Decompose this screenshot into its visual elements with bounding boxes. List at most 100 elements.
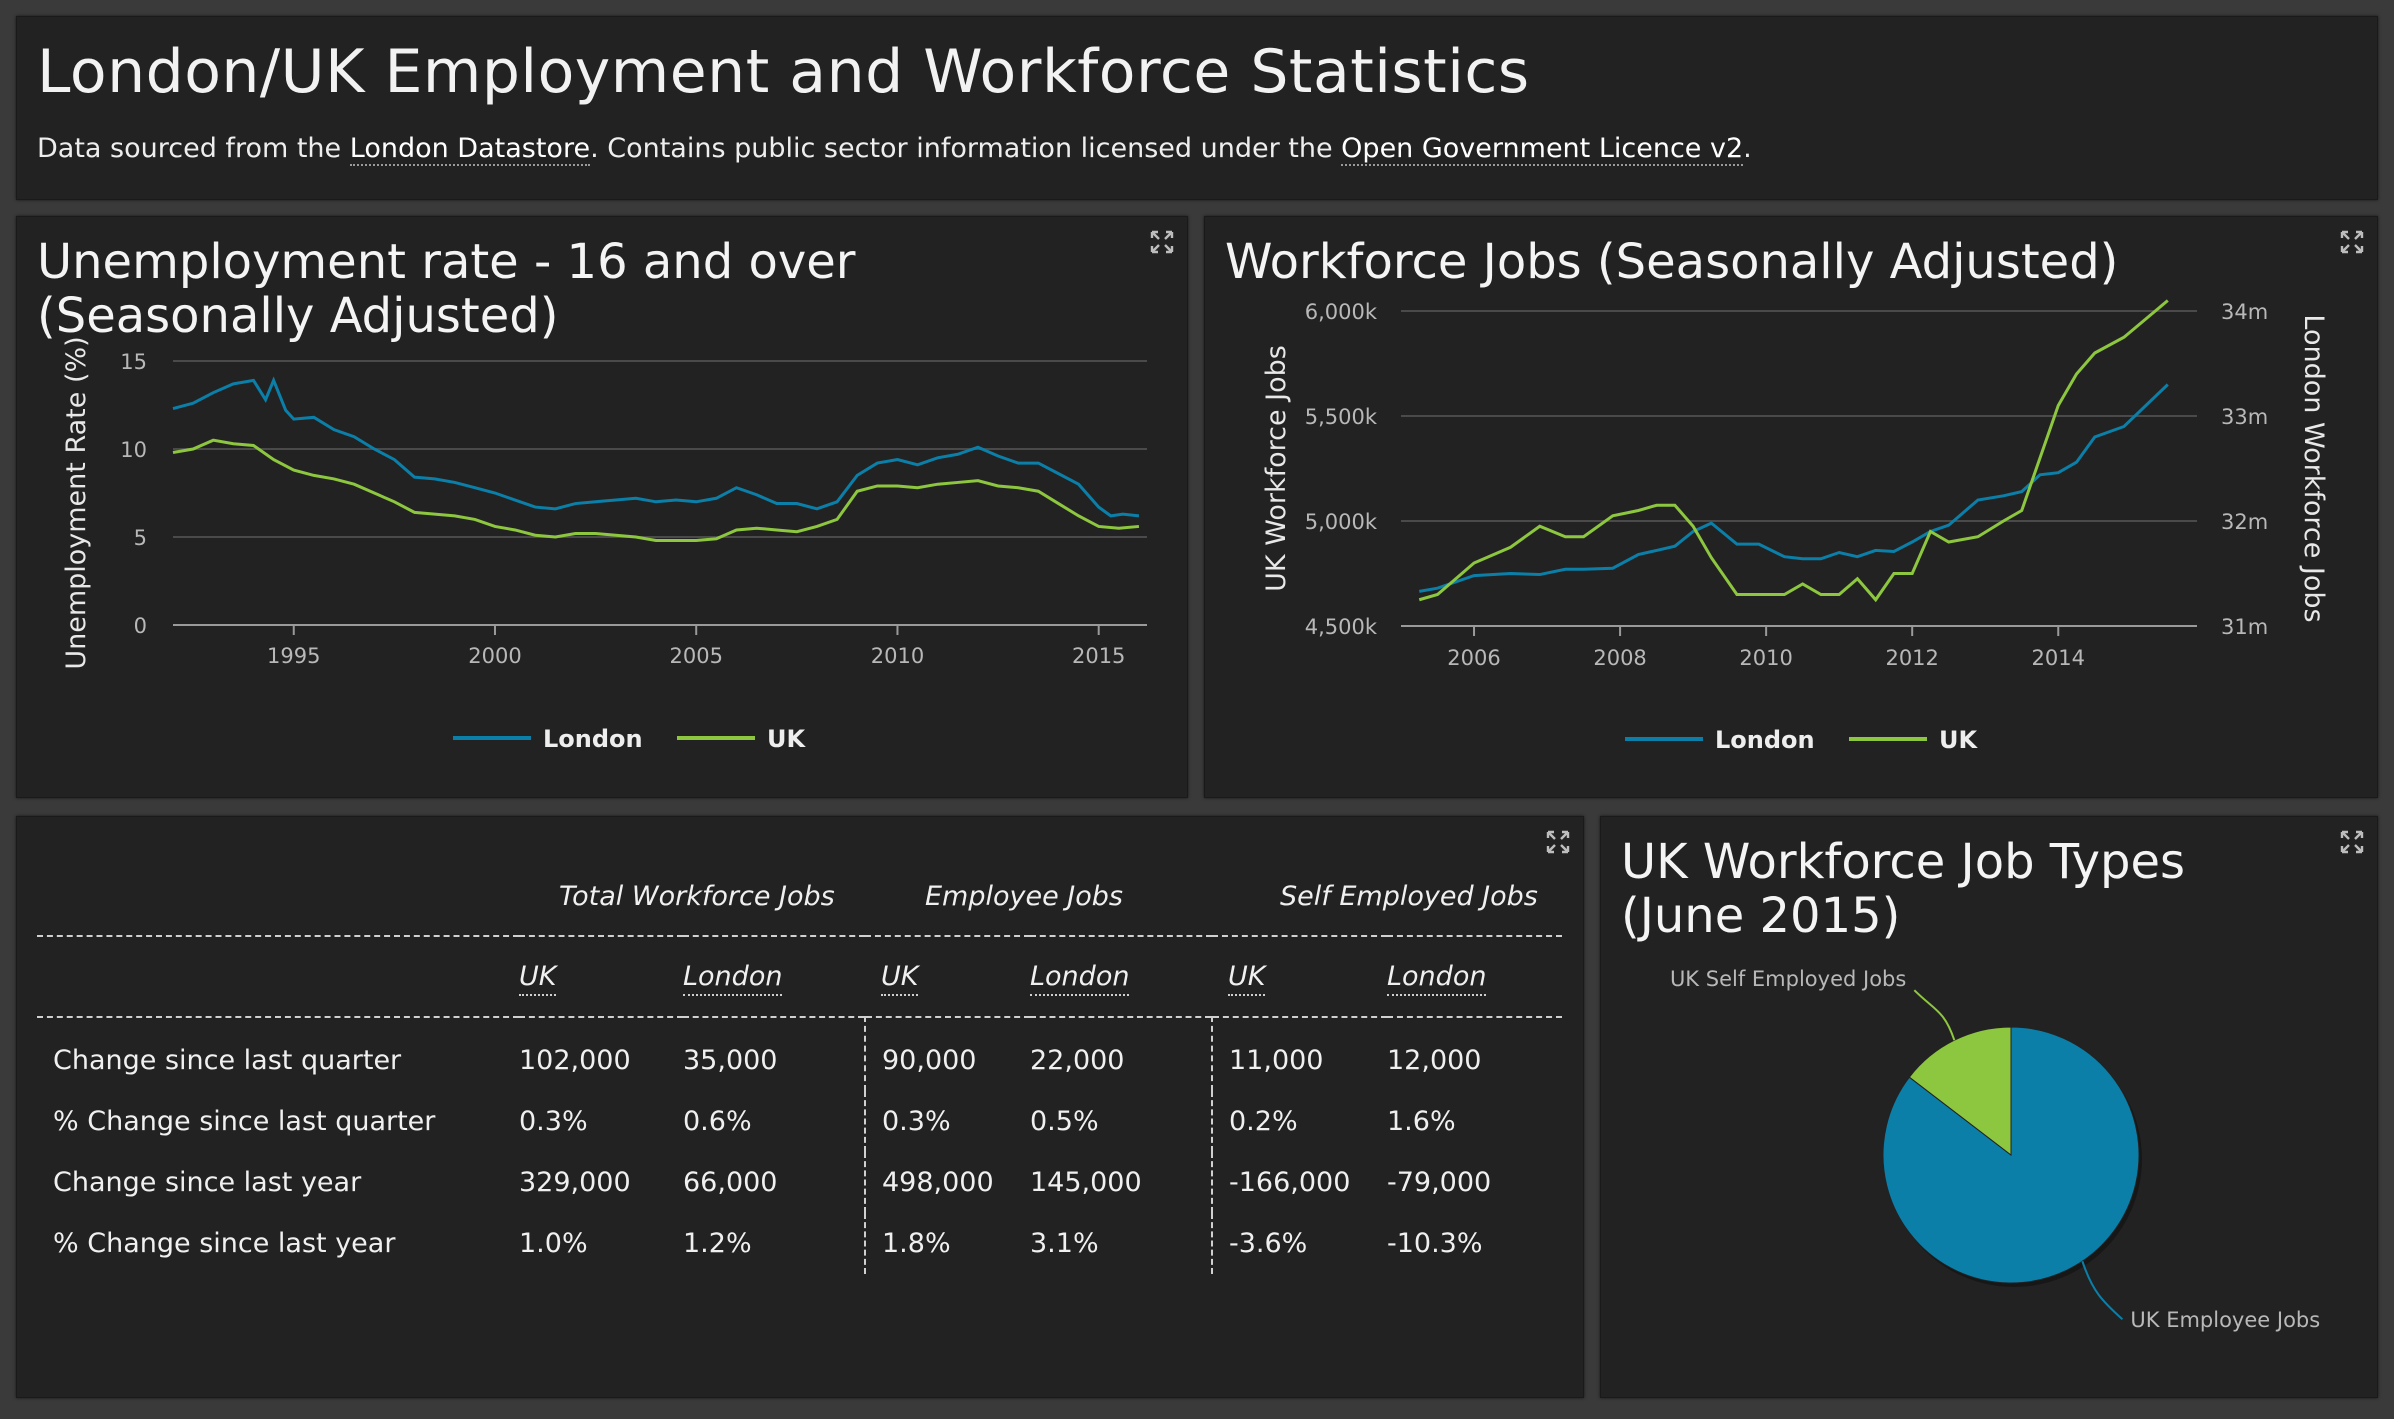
table-cell: 0.6%: [683, 1106, 752, 1137]
table-row: % Change since last year 1.0% 1.2% 1.8% …: [37, 1213, 1562, 1274]
table-cell: -10.3%: [1387, 1228, 1483, 1259]
pie-connector: [2081, 1260, 2124, 1320]
expand-icon[interactable]: [1545, 829, 1571, 855]
table-cell: 1.2%: [683, 1228, 752, 1259]
pie-label-employee: UK Employee Jobs: [2130, 1308, 2320, 1332]
legend-label-london: London: [1715, 726, 1815, 754]
table-cell: 1.6%: [1387, 1106, 1456, 1137]
x-tick-label: 2010: [871, 644, 924, 668]
group-header-total: Total Workforce Jobs: [559, 880, 835, 912]
expand-icon[interactable]: [1149, 229, 1175, 255]
y-axis-title: Unemployment Rate (%): [61, 336, 92, 669]
table-row: Change since last quarter 102,000 35,000…: [37, 1017, 1562, 1091]
pie-slice-uk-self-employed-jobs: [1908, 1026, 2012, 1157]
y-tick-label: 5,000k: [1305, 510, 1378, 534]
expand-icon[interactable]: [2339, 229, 2365, 255]
y-tick-label: 5,500k: [1305, 405, 1378, 429]
table-cell: 1.8%: [864, 1213, 1030, 1274]
y2-tick-label: 33m: [2221, 405, 2268, 429]
table-cell: -79,000: [1387, 1167, 1492, 1198]
unemployment-chart: 0 5 10 15 1995 2000 2005 2010 2015 Unemployment R…: [61, 336, 1147, 753]
subheader: London: [683, 936, 865, 1017]
table-cell: 1.0%: [519, 1228, 588, 1259]
x-tick-label: 2015: [1072, 644, 1125, 668]
table-cell: 3.1%: [1030, 1228, 1099, 1259]
jobs-table: Total Workforce Jobs Employee Jobs Self …: [37, 857, 1562, 1274]
pie-label-self-employed: UK Self Employed Jobs: [1670, 967, 1906, 991]
y2-tick-label: 31m: [2221, 615, 2268, 639]
table-body: Change since last quarter 102,000 35,000…: [37, 1017, 1562, 1274]
y-axis-title: UK Workforce Jobs: [1261, 345, 1292, 592]
table-cell: 329,000: [519, 1167, 631, 1198]
london-datastore-link[interactable]: London Datastore: [349, 133, 591, 166]
table-cell: 0.3%: [519, 1106, 588, 1137]
subheader: UK: [865, 936, 1030, 1017]
table-cell: 35,000: [683, 1045, 778, 1076]
open-government-licence-link[interactable]: Open Government Licence v2: [1341, 133, 1744, 166]
x-tick-label: 2006: [1447, 646, 1500, 670]
x-tick-label: 2014: [2032, 646, 2085, 670]
header-panel: London/UK Employment and Workforce Stati…: [16, 16, 2378, 200]
series-line-uk: [172, 438, 1140, 543]
y-tick-label: 5: [134, 526, 147, 550]
table-row: Change since last year 329,000 66,000 49…: [37, 1152, 1562, 1213]
legend-label-uk: UK: [767, 725, 806, 753]
table-cell: 145,000: [1030, 1167, 1142, 1198]
table-cell: 0.5%: [1030, 1106, 1099, 1137]
table-cell: 102,000: [519, 1045, 631, 1076]
y-tick-label: 15: [120, 350, 147, 374]
x-tick-label: 2010: [1739, 646, 1792, 670]
page-title: London/UK Employment and Workforce Stati…: [37, 37, 1530, 107]
row-label: Change since last quarter: [53, 1045, 402, 1076]
jobs-table-panel: Total Workforce Jobs Employee Jobs Self …: [16, 816, 1584, 1398]
job-types-chart-title: UK Workforce Job Types (June 2015): [1621, 834, 2186, 944]
subtitle-prefix: Data sourced from the: [37, 133, 350, 164]
table-cell: -166,000: [1211, 1152, 1387, 1213]
job-types-pie-chart: UK Self Employed Jobs UK Employee Jobs: [1670, 967, 2320, 1332]
unemployment-chart-title: Unemployment rate - 16 and over (Seasona…: [37, 234, 856, 344]
table-cell: 22,000: [1030, 1045, 1125, 1076]
table-cell: 11,000: [1211, 1017, 1387, 1091]
table-cell: 0.3%: [864, 1091, 1030, 1152]
table-cell: 0.2%: [1211, 1091, 1387, 1152]
pie-connector: [1913, 989, 1956, 1041]
x-tick-label: 2000: [468, 644, 521, 668]
subheader: London: [1387, 936, 1562, 1017]
row-label: % Change since last year: [53, 1228, 396, 1259]
y2-tick-label: 34m: [2221, 300, 2268, 324]
workforce-chart: 4,500k 5,000k 5,500k 6,000k 31m 32m 33m 34m 2006…: [1261, 299, 2329, 754]
table-cell: 90,000: [864, 1017, 1030, 1091]
expand-icon[interactable]: [2339, 829, 2365, 855]
x-tick-label: 1995: [267, 644, 320, 668]
series-line-london: [172, 376, 1140, 518]
y-tick-label: 4,500k: [1305, 615, 1378, 639]
series-line-uk: [1418, 299, 2169, 603]
page-subtitle: Data sourced from the London Datastore. …: [37, 133, 1752, 166]
y2-tick-label: 32m: [2221, 510, 2268, 534]
table-row: % Change since last quarter 0.3% 0.6% 0.…: [37, 1091, 1562, 1152]
group-header-employee: Employee Jobs: [925, 880, 1123, 912]
row-label: Change since last year: [53, 1167, 362, 1198]
subtitle-middle: . Contains public sector information lic…: [590, 133, 1342, 164]
subtitle-end: .: [1743, 133, 1752, 164]
y-tick-label: 10: [120, 438, 147, 462]
table-group-header-row: Total Workforce Jobs Employee Jobs Self …: [37, 857, 1562, 936]
y2-axis-title: London Workforce Jobs: [2298, 314, 2329, 622]
workforce-chart-title: Workforce Jobs (Seasonally Adjusted): [1225, 234, 2119, 290]
x-tick-label: 2012: [1885, 646, 1938, 670]
y-tick-label: 6,000k: [1305, 300, 1378, 324]
subheader: UK: [519, 936, 683, 1017]
subheader: London: [1030, 936, 1212, 1017]
unemployment-panel: Unemployment rate - 16 and over (Seasona…: [16, 216, 1188, 798]
table-cell: -3.6%: [1211, 1213, 1387, 1274]
table-cell: 66,000: [683, 1167, 778, 1198]
workforce-panel: Workforce Jobs (Seasonally Adjusted) 4,5…: [1204, 216, 2378, 798]
job-types-panel: UK Workforce Job Types (June 2015) UK Se…: [1600, 816, 2378, 1398]
x-tick-label: 2005: [669, 644, 722, 668]
x-tick-label: 2008: [1593, 646, 1646, 670]
subheader: UK: [1212, 936, 1387, 1017]
table-cell: 498,000: [864, 1152, 1030, 1213]
table-cell: 12,000: [1387, 1045, 1482, 1076]
group-header-self-employed: Self Employed Jobs: [1280, 880, 1538, 912]
row-label: % Change since last quarter: [53, 1106, 436, 1137]
